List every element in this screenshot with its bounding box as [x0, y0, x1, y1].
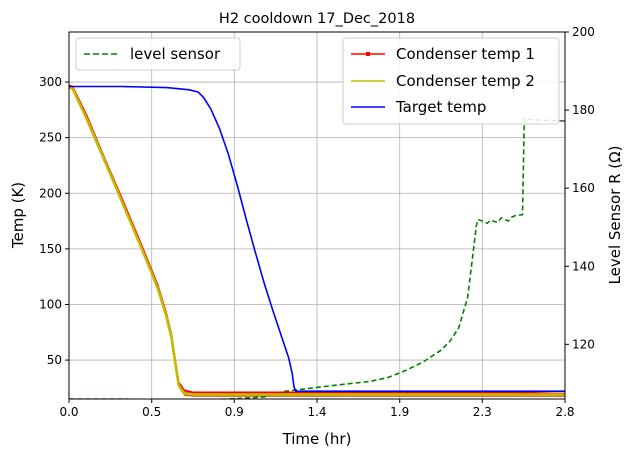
- y2-tick-label: 120: [572, 337, 595, 351]
- y-tick-label: 200: [39, 186, 62, 200]
- y-tick-label: 250: [39, 131, 62, 145]
- y-tick-label: 100: [39, 297, 62, 311]
- y-tick-label: 300: [39, 75, 62, 89]
- y-axis-ticks: 50 100 150 200 250 300: [39, 75, 69, 367]
- x-tick-label: 2.3: [473, 405, 492, 419]
- legend-box-right: [342, 37, 560, 125]
- legend-temperatures: Condenser temp 1 Condenser temp 2 Target…: [342, 37, 560, 125]
- x-tick-label: 0.5: [142, 405, 161, 419]
- series-line-condenser-temp-2: [69, 86, 565, 396]
- y2-tick-label: 180: [572, 103, 595, 117]
- legend-label-target-temp: Target temp: [395, 98, 486, 116]
- x-tick-label: 1.9: [390, 405, 409, 419]
- series-line-level-sensor: [69, 117, 565, 399]
- x-tick-label: 0.0: [59, 405, 78, 419]
- chart-title: H2 cooldown 17_Dec_2018: [219, 11, 415, 27]
- y2-axis-title: Level Sensor R (Ω): [606, 146, 624, 285]
- y-tick-label: 150: [39, 242, 62, 256]
- legend-label-level-sensor: level sensor: [130, 45, 221, 63]
- x-tick-label: 1.4: [307, 405, 326, 419]
- series-line-target-temp: [69, 85, 565, 393]
- x-axis-ticks: 0.0 0.5 0.9 1.4 1.9 2.3 2.8: [59, 399, 575, 419]
- y2-axis-ticks: 120 140 160 180 200: [565, 25, 595, 351]
- legend-box-left: [75, 37, 241, 71]
- legend-level-sensor: level sensor: [75, 37, 241, 71]
- series-layer: [69, 84, 565, 399]
- x-tick-label: 0.9: [225, 405, 244, 419]
- legend-label-condenser-temp-1: Condenser temp 1: [396, 45, 535, 63]
- y-tick-label: 50: [47, 353, 62, 367]
- legend-marker-condenser-temp-1: [366, 52, 370, 56]
- legend-label-condenser-temp-2: Condenser temp 2: [396, 72, 535, 90]
- y2-tick-label: 140: [572, 259, 595, 273]
- x-tick-label: 2.8: [555, 405, 574, 419]
- y2-tick-label: 160: [572, 181, 595, 195]
- y-axis-title: Temp (K): [9, 182, 27, 249]
- x-axis-title: Time (hr): [282, 430, 352, 448]
- y2-tick-label: 200: [572, 25, 595, 39]
